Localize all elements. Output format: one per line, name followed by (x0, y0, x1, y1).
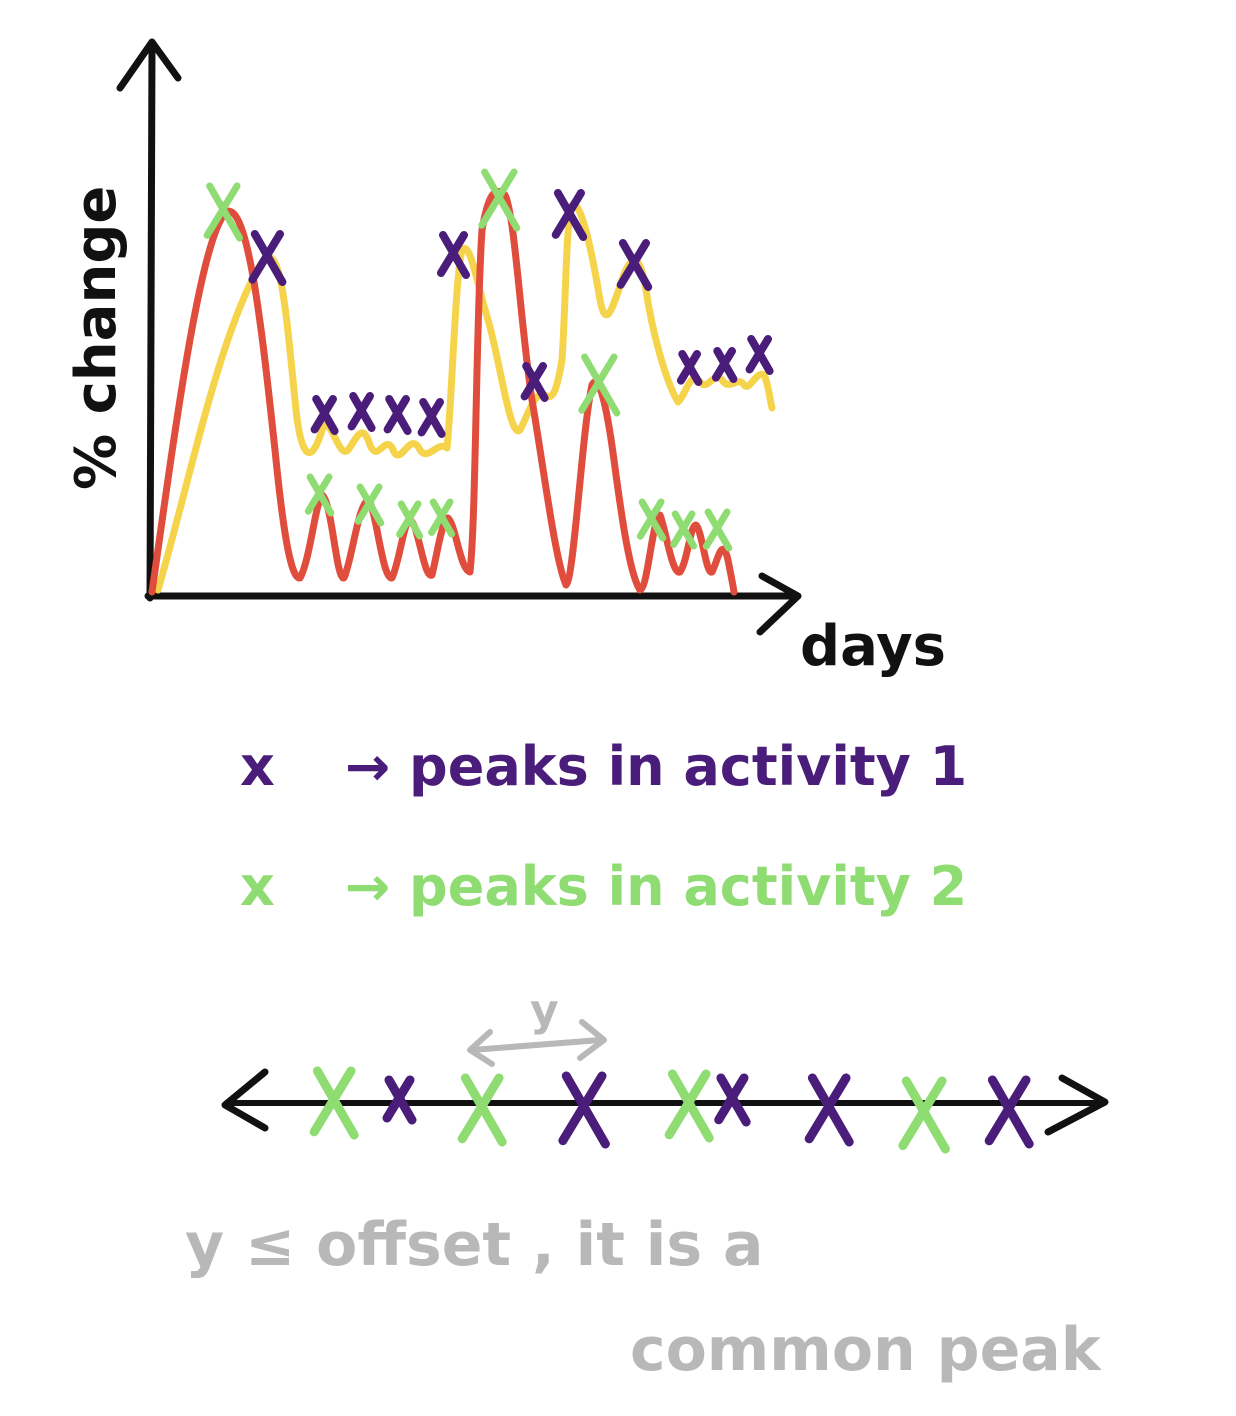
timeline-gap-arrow (467, 1019, 607, 1067)
timeline-peak-markers (309, 1066, 1034, 1154)
timeline-marker-activity-1 (804, 1073, 854, 1147)
timeline-marker-activity-1 (382, 1075, 417, 1125)
peak-marker-activity-1 (616, 239, 653, 291)
peak-marker-activity-2 (636, 498, 667, 542)
peak-marker-activity-2 (702, 508, 733, 552)
x-axis-arrowhead (756, 572, 802, 636)
peak-marker-activity-2 (578, 353, 621, 417)
timeline-marker-activity-1 (558, 1071, 610, 1149)
series-activity-2-line (148, 187, 738, 596)
legend-activity-1-text: → peaks in activity 1 (345, 735, 967, 798)
x-axis-label: days (800, 614, 946, 679)
peak-marker-activity-2 (304, 473, 335, 517)
peak-marker-activity-1 (248, 230, 287, 286)
peak-marker-activity-2 (670, 510, 698, 550)
timeline-marker-activity-2 (309, 1066, 359, 1140)
legend-activity-2-text: → peaks in activity 2 (345, 855, 967, 918)
timeline-marker-activity-2 (898, 1076, 950, 1154)
peak-marker-activity-1 (520, 362, 549, 402)
timeline-gap-label: y (530, 985, 559, 1036)
timeline-marker-activity-2 (457, 1073, 507, 1147)
y-axis-arrowhead (116, 38, 182, 92)
timeline-marker-activity-1 (984, 1075, 1034, 1149)
peak-marker-activity-1 (417, 398, 446, 438)
timeline-marker-activity-2 (664, 1069, 714, 1143)
peak-marker-activity-1 (711, 347, 738, 383)
timeline-left-arrowhead (221, 1068, 269, 1132)
legend: x → peaks in activity 1 x → peaks in act… (240, 735, 967, 918)
peak-marker-activity-1 (383, 395, 412, 435)
peak-marker-activity-2 (478, 168, 521, 232)
note-line-2: common peak (630, 1315, 1103, 1385)
peak-marker-activity-1 (745, 335, 774, 375)
peak-marker-activity-1 (437, 231, 470, 279)
peak-marker-activity-1 (551, 189, 588, 241)
timeline-right-arrowhead (1044, 1074, 1109, 1136)
legend-activity-2-symbol: x (240, 855, 275, 918)
chart-peak-markers (203, 168, 774, 552)
chart-axes (116, 38, 802, 636)
y-axis-line (146, 41, 156, 602)
peak-marker-activity-2 (203, 182, 244, 242)
note-line-1: y ≤ offset , it is a (185, 1210, 763, 1280)
peak-marker-activity-1 (310, 395, 339, 435)
peak-marker-activity-2 (428, 498, 456, 538)
peak-marker-activity-1 (676, 350, 703, 386)
timeline: y (221, 985, 1109, 1154)
series-activity-1-line (154, 201, 776, 594)
timeline-marker-activity-1 (714, 1073, 751, 1127)
peak-marker-activity-2 (396, 500, 424, 540)
peak-marker-activity-2 (354, 483, 385, 527)
y-axis-label: % change (64, 186, 129, 490)
legend-activity-1-symbol: x (240, 735, 275, 798)
peak-marker-activity-1 (347, 392, 376, 432)
